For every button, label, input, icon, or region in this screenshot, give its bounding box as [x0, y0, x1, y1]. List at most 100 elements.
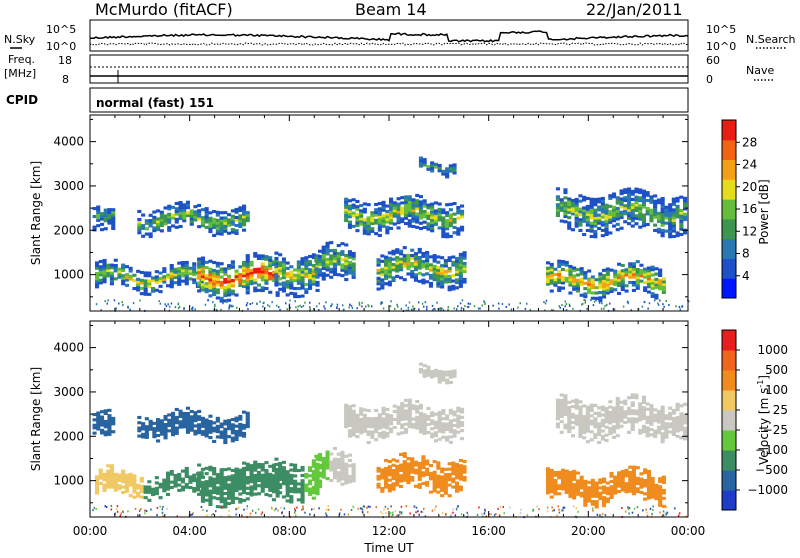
data-cell — [200, 483, 205, 487]
data-cell — [455, 473, 460, 477]
data-cell — [143, 496, 148, 500]
data-cell — [180, 269, 185, 273]
data-cell — [296, 273, 301, 277]
data-cell — [456, 430, 461, 434]
data-cell — [215, 221, 220, 225]
data-cell — [227, 467, 232, 471]
data-cell — [359, 219, 364, 223]
data-cell — [293, 487, 298, 491]
data-cell — [325, 455, 330, 459]
data-cell — [430, 164, 435, 168]
data-cell — [245, 216, 250, 220]
data-cell — [411, 216, 416, 220]
data-cell — [677, 514, 680, 517]
data-cell — [399, 484, 404, 488]
data-cell — [579, 494, 584, 498]
data-cell — [325, 273, 330, 277]
data-cell — [567, 411, 572, 415]
data-cell — [628, 270, 633, 274]
data-cell — [445, 513, 447, 516]
data-cell — [477, 307, 480, 310]
data-cell — [366, 433, 371, 437]
x-tick-label: 12:00 — [372, 524, 407, 538]
data-cell — [417, 301, 420, 304]
data-cell — [643, 288, 648, 292]
data-cell — [646, 485, 651, 489]
data-cell — [238, 468, 243, 472]
data-cell — [458, 284, 463, 288]
data-cell — [593, 221, 598, 225]
data-cell — [441, 425, 446, 429]
data-cell — [304, 264, 309, 268]
data-cell — [638, 402, 643, 406]
data-cell — [347, 415, 352, 419]
data-cell — [253, 278, 258, 282]
data-cell — [274, 275, 279, 279]
data-cell — [274, 278, 279, 282]
data-cell — [441, 411, 446, 415]
data-cell — [137, 217, 142, 221]
data-cell — [253, 479, 258, 483]
data-cell — [293, 479, 298, 483]
data-cell — [362, 419, 367, 423]
power-y-axis-label: Slant Range [km] — [29, 161, 43, 265]
data-cell — [344, 476, 349, 480]
data-cell — [107, 213, 112, 217]
data-cell — [139, 299, 141, 302]
data-cell — [549, 268, 554, 272]
data-cell — [615, 420, 620, 424]
data-cell — [148, 422, 153, 426]
data-cell — [325, 257, 330, 261]
x-tick-label: 16:00 — [471, 524, 506, 538]
data-cell — [660, 210, 665, 214]
data-cell — [391, 471, 396, 475]
data-cell — [650, 490, 655, 494]
data-cell — [628, 265, 633, 269]
data-cell — [278, 277, 283, 281]
data-cell — [400, 402, 405, 406]
data-cell — [578, 400, 583, 404]
data-cell — [264, 474, 269, 478]
data-cell — [608, 215, 613, 219]
data-cell — [481, 513, 483, 515]
data-cell — [109, 266, 114, 270]
data-cell — [304, 511, 306, 514]
data-cell — [549, 265, 554, 269]
data-cell — [377, 226, 382, 230]
data-cell — [415, 410, 420, 414]
data-cell — [177, 307, 180, 310]
data-cell — [245, 414, 250, 418]
data-cell — [152, 221, 157, 225]
data-cell — [585, 421, 590, 425]
data-cell — [448, 202, 453, 206]
data-cell — [415, 426, 420, 430]
colorbar-swatch — [722, 390, 736, 411]
data-cell — [223, 492, 228, 496]
data-cell — [578, 207, 583, 211]
data-cell — [289, 281, 294, 285]
data-cell — [173, 473, 178, 477]
data-cell — [219, 262, 224, 266]
data-cell — [424, 515, 427, 518]
data-cell — [215, 505, 220, 509]
data-cell — [600, 210, 605, 214]
data-cell — [177, 280, 182, 284]
data-cell — [167, 204, 172, 208]
data-cell — [384, 482, 389, 486]
data-cell — [385, 204, 390, 208]
data-cell — [575, 492, 580, 496]
data-cell — [608, 410, 613, 414]
data-cell — [262, 302, 265, 305]
data-cell — [158, 271, 163, 275]
data-cell — [106, 480, 111, 484]
data-cell — [107, 210, 112, 214]
data-cell — [230, 260, 235, 264]
data-cell — [503, 512, 505, 515]
data-cell — [638, 415, 643, 419]
data-cell — [95, 480, 100, 484]
data-cell — [404, 198, 409, 202]
data-cell — [497, 507, 499, 510]
data-cell — [532, 508, 535, 511]
data-cell — [418, 422, 423, 426]
data-cell — [277, 306, 280, 309]
